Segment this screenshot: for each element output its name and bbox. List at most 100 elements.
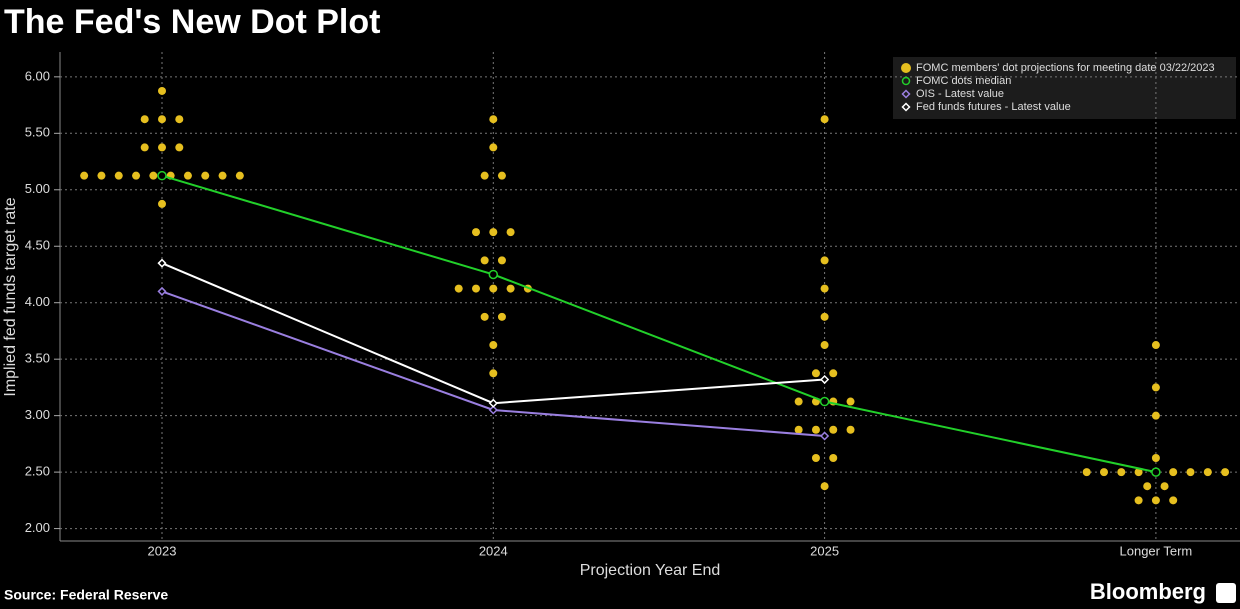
dot [1169,496,1178,505]
marker [488,405,498,415]
marker [820,431,830,441]
dot [506,228,515,237]
y-tick-label: 6.00 [25,68,50,83]
dot [183,171,192,180]
dot [1082,468,1091,477]
dot [820,341,829,350]
legend-marker [901,89,911,99]
dot [794,397,803,406]
dot [114,171,123,180]
dot [811,425,820,434]
dot [149,171,158,180]
x-tick-label: 2025 [810,543,839,558]
marker [819,396,830,407]
x-tick-label: Longer Term [1120,543,1193,558]
y-tick-label: 5.00 [25,181,50,196]
dot [1151,411,1160,420]
dot [489,115,498,124]
dot [1134,496,1143,505]
legend-label: FOMC members' dot projections for meetin… [916,62,1215,74]
dot [1117,468,1126,477]
legend-marker [901,63,911,73]
y-tick-label: 4.00 [25,294,50,309]
dot [489,369,498,378]
dot [1151,383,1160,392]
dot [497,312,506,321]
dot [158,199,166,208]
y-tick-label: 5.50 [25,125,50,140]
y-tick-label: 3.00 [25,407,50,422]
dot [1169,468,1178,477]
dot [820,115,829,124]
marker [488,269,499,280]
dot [489,228,498,237]
y-tick-label: 4.50 [25,238,50,253]
marker [1151,467,1161,477]
marker [157,170,167,181]
dot [489,284,498,293]
dot [158,115,166,124]
x-axis-label: Projection Year End [580,562,721,579]
dot [454,284,463,293]
dot [480,256,489,265]
dot [489,143,498,152]
y-tick-label: 2.50 [25,464,50,479]
y-tick-label: 2.00 [25,520,50,535]
dot [480,171,489,180]
dot [1134,468,1143,477]
legend-label: OIS - Latest value [916,88,1004,100]
dot [794,425,803,434]
dot [1160,482,1169,491]
dot [201,171,210,180]
source: Source: Federal Reserve [4,587,168,603]
dot [829,425,838,434]
dot [158,86,166,95]
dot [820,312,829,321]
dot [1203,468,1212,477]
dot [1151,341,1160,350]
dot [846,425,855,434]
dot [175,115,184,124]
dot [811,369,820,378]
dot [497,171,506,180]
dot [820,256,829,265]
dot [175,143,184,152]
dot [480,312,489,321]
series-line [161,174,1157,474]
dot [497,256,506,265]
legend-box [893,57,1236,119]
dot [1151,453,1160,462]
dot [820,482,829,491]
brand-icon [1216,583,1236,603]
dot [829,369,838,378]
y-tick-label: 3.50 [25,351,50,366]
marker [820,374,830,385]
dot [846,397,855,406]
dot [97,171,106,180]
dot [1151,496,1160,505]
chart-title: The Fed's New Dot Plot [4,3,380,41]
legend-label: FOMC dots median [916,75,1011,87]
dot [140,143,149,152]
dot [158,143,166,152]
marker [157,286,167,296]
y-axis-label: Implied fed funds target rate [2,197,19,396]
marker [157,258,167,268]
dot [218,171,227,180]
legend-marker [901,76,911,86]
dot [829,453,838,462]
dot [140,115,149,124]
marker [488,398,498,408]
x-tick-label: 2024 [479,543,508,558]
dot [1186,468,1195,477]
dot [820,284,829,293]
dot [132,171,141,180]
legend-marker [901,102,911,112]
dot [489,341,498,350]
brand: Bloomberg [1090,579,1206,604]
dot [1221,468,1230,477]
dot [811,453,820,462]
dot [80,171,89,180]
dot [472,284,480,293]
